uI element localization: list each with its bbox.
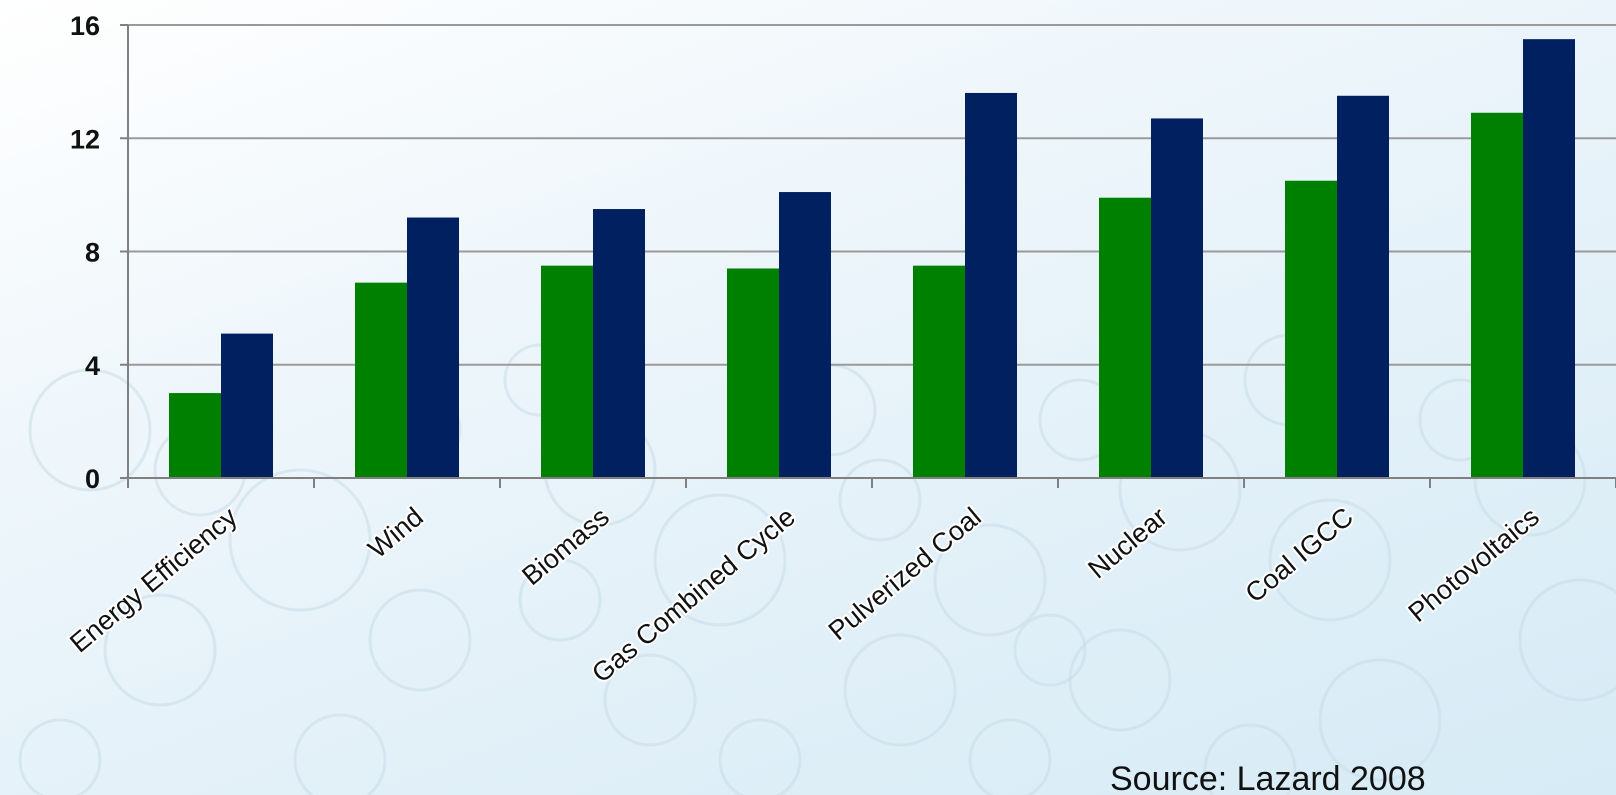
bar-series-2 bbox=[593, 209, 645, 478]
bar-series-1 bbox=[727, 268, 779, 478]
x-category-label: Nuclear bbox=[1082, 502, 1173, 585]
background-circle bbox=[28, 368, 152, 492]
background-circle bbox=[1203, 723, 1297, 795]
bar-series-2 bbox=[407, 217, 459, 478]
background-circle bbox=[368, 588, 472, 692]
source-note: Source: Lazard 2008 bbox=[1110, 760, 1426, 795]
y-tick-label: 4 bbox=[85, 351, 100, 381]
x-category-label: Energy Efficiency bbox=[64, 501, 243, 658]
bar-series-2 bbox=[1151, 118, 1203, 479]
bar-series-2 bbox=[965, 92, 1017, 478]
bar-series-1 bbox=[913, 265, 965, 478]
x-category-label: Photovoltaics bbox=[1403, 502, 1545, 628]
y-tick-label: 16 bbox=[70, 11, 100, 41]
background-circle bbox=[838, 458, 922, 542]
bar-series-1 bbox=[541, 265, 593, 478]
bar-series-2 bbox=[779, 192, 831, 478]
background-circle bbox=[718, 718, 802, 795]
bar-series-1 bbox=[1471, 112, 1523, 479]
gridlines bbox=[120, 24, 1616, 479]
y-tick-label: 0 bbox=[85, 464, 100, 494]
x-axis bbox=[127, 477, 1616, 488]
background-circle bbox=[103, 593, 217, 707]
y-tick-label: 12 bbox=[70, 124, 100, 154]
bar-series-1 bbox=[1099, 197, 1151, 479]
y-tick-labels: 0 4 8 12 16 bbox=[70, 11, 100, 494]
x-category-label: Wind bbox=[362, 502, 428, 565]
background-circle bbox=[603, 653, 697, 747]
background-circle bbox=[1268, 498, 1392, 622]
background-circle bbox=[843, 633, 957, 747]
bar-series-1 bbox=[1285, 180, 1337, 478]
background-circle bbox=[1318, 658, 1442, 782]
background-circle bbox=[293, 713, 387, 795]
bars-group bbox=[169, 39, 1575, 479]
background-circle bbox=[18, 718, 102, 795]
background-circle bbox=[518, 558, 602, 642]
bar-series-1 bbox=[169, 393, 221, 478]
background-circle bbox=[933, 523, 1047, 637]
x-category-label: Coal IGCC bbox=[1240, 502, 1359, 609]
bar-series-2 bbox=[1523, 39, 1575, 478]
background-circle bbox=[653, 493, 787, 627]
background-circle bbox=[228, 468, 372, 612]
y-tick-label: 8 bbox=[85, 238, 100, 268]
background-circle bbox=[968, 718, 1052, 795]
bar-series-2 bbox=[1337, 95, 1389, 478]
x-category-label: Biomass bbox=[516, 502, 615, 592]
background-circle bbox=[1013, 613, 1087, 687]
x-category-label: Gas Combined Cycle bbox=[586, 502, 801, 689]
bar-series-1 bbox=[355, 282, 407, 478]
bar-series-2 bbox=[221, 333, 273, 478]
background-circle bbox=[1518, 578, 1616, 702]
